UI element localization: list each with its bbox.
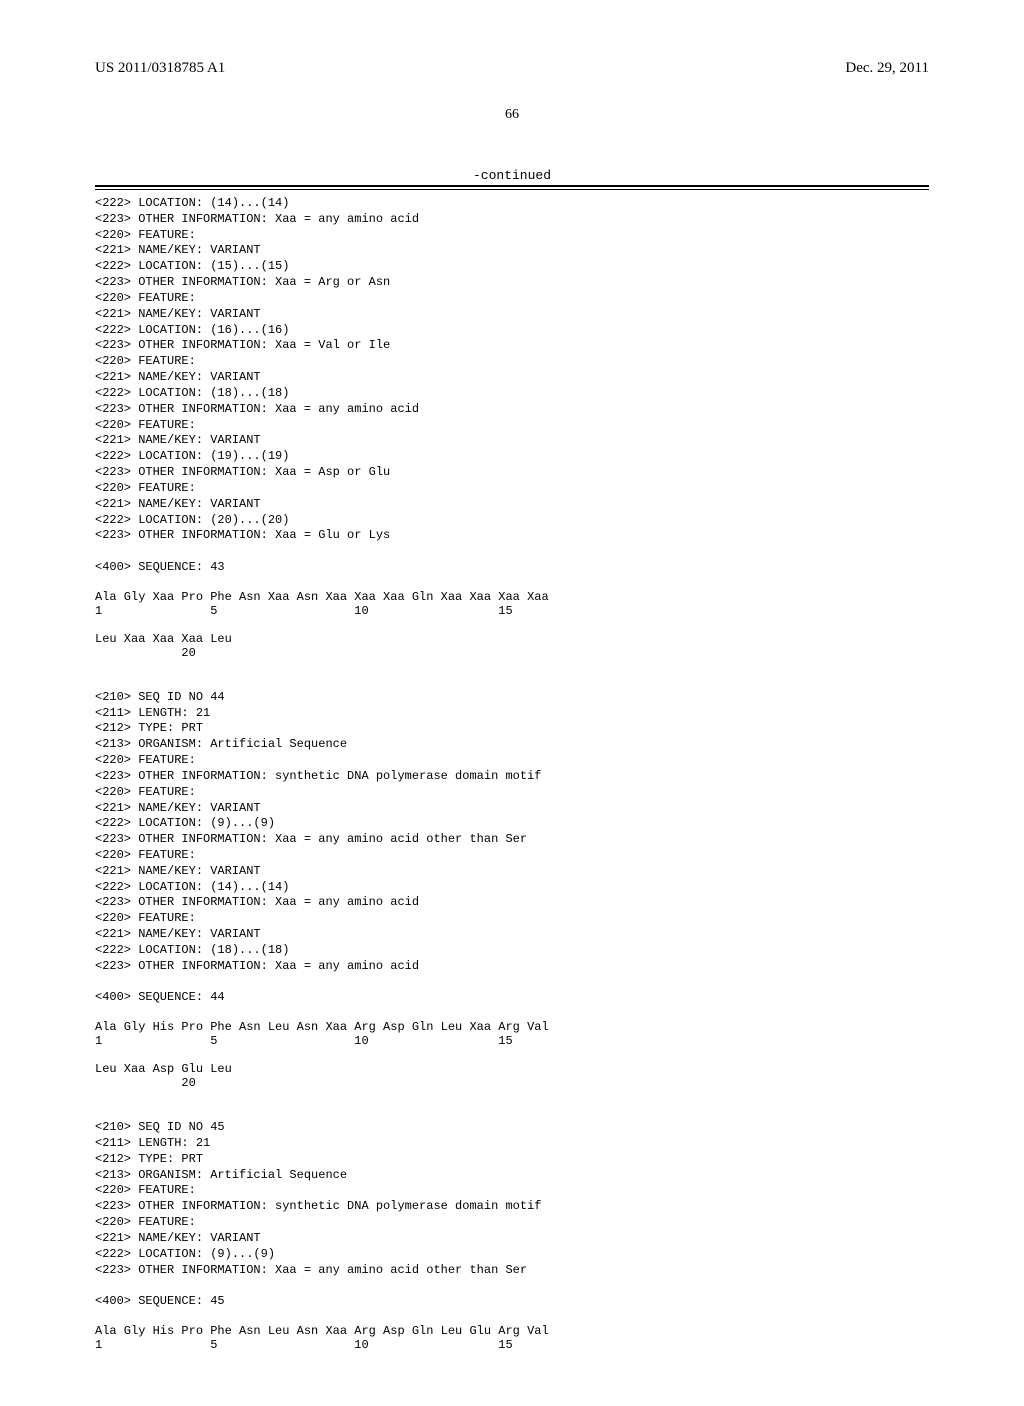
continued-label: -continued bbox=[95, 168, 929, 183]
seq-43-nums2: 20 bbox=[95, 646, 929, 660]
feature-block-3: <210> SEQ ID NO 45 <211> LENGTH: 21 <212… bbox=[95, 1104, 929, 1310]
feature-block-2: <210> SEQ ID NO 44 <211> LENGTH: 21 <212… bbox=[95, 674, 929, 1006]
publication-date: Dec. 29, 2011 bbox=[845, 60, 929, 77]
sequence-44: Ala Gly His Pro Phe Asn Leu Asn Xaa Arg … bbox=[95, 1020, 929, 1090]
seq-44-line2: Leu Xaa Asp Glu Leu bbox=[95, 1062, 929, 1076]
seq-blank bbox=[95, 618, 929, 632]
sequence-45: Ala Gly His Pro Phe Asn Leu Asn Xaa Arg … bbox=[95, 1324, 929, 1352]
seq-43-line1: Ala Gly Xaa Pro Phe Asn Xaa Asn Xaa Xaa … bbox=[95, 590, 929, 604]
sequence-43: Ala Gly Xaa Pro Phe Asn Xaa Asn Xaa Xaa … bbox=[95, 590, 929, 660]
feature-block-1: <222> LOCATION: (14)...(14) <223> OTHER … bbox=[95, 196, 929, 576]
page-header: US 2011/0318785 A1 Dec. 29, 2011 bbox=[95, 60, 929, 77]
seq-45-line1: Ala Gly His Pro Phe Asn Leu Asn Xaa Arg … bbox=[95, 1324, 929, 1338]
publication-number: US 2011/0318785 A1 bbox=[95, 60, 225, 77]
seq-43-nums1: 1 5 10 15 bbox=[95, 604, 929, 618]
seq-44-line1: Ala Gly His Pro Phe Asn Leu Asn Xaa Arg … bbox=[95, 1020, 929, 1034]
seq-44-nums2: 20 bbox=[95, 1076, 929, 1090]
top-rule bbox=[95, 185, 929, 190]
patent-page: US 2011/0318785 A1 Dec. 29, 2011 66 -con… bbox=[0, 0, 1024, 1406]
page-number: 66 bbox=[95, 107, 929, 123]
seq-43-line2: Leu Xaa Xaa Xaa Leu bbox=[95, 632, 929, 646]
seq-blank bbox=[95, 1048, 929, 1062]
seq-45-nums1: 1 5 10 15 bbox=[95, 1338, 929, 1352]
seq-44-nums1: 1 5 10 15 bbox=[95, 1034, 929, 1048]
